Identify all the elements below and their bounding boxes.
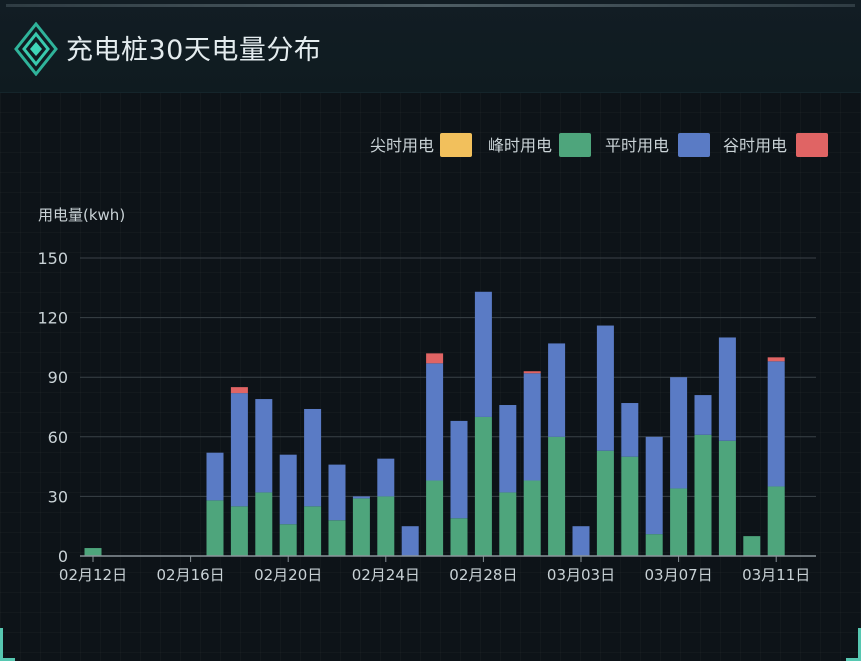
bar-segment	[767, 361, 785, 487]
bar-segment	[474, 291, 492, 417]
legend-label: 尖时用电	[370, 136, 434, 155]
bar-segment	[255, 492, 273, 556]
bar-segment	[328, 464, 346, 521]
panel-header: 充电桩30天电量分布	[0, 0, 861, 93]
bar-segment	[767, 486, 785, 556]
bar-segment	[255, 399, 273, 493]
x-tick-label: 02月28日	[449, 566, 517, 584]
corner-decoration-right	[846, 628, 861, 661]
x-tick-label: 03月11日	[742, 566, 810, 584]
bar-segment	[645, 534, 663, 556]
bar-segment	[279, 454, 297, 525]
bar-segment	[279, 524, 297, 556]
bar-segment	[718, 440, 736, 556]
bar-segment	[572, 526, 590, 556]
y-axis-ticks: 0 30 60 90 120 150	[37, 249, 68, 566]
bar-segment	[377, 496, 395, 556]
bar-segment	[523, 480, 541, 556]
y-tick-label: 30	[48, 487, 68, 506]
legend-swatch	[678, 133, 710, 157]
legend-label: 谷时用电	[723, 136, 787, 155]
bar-segment	[377, 458, 395, 497]
bar-segment	[523, 373, 541, 481]
x-axis: 02月12日 02月16日 02月20日 02月24日 02月28日 03月03日 03月0…	[59, 555, 816, 584]
bar-segment	[499, 492, 517, 556]
y-tick-label: 60	[48, 428, 68, 447]
bar-segment	[230, 387, 248, 394]
bar-segment	[670, 488, 688, 556]
bar-segment	[426, 480, 444, 556]
bar-segment	[206, 452, 224, 501]
bar-segment	[548, 436, 566, 556]
bar-segment	[596, 325, 614, 451]
header-top-line	[6, 4, 855, 7]
bar-segment	[621, 403, 639, 457]
bar-segment	[304, 408, 322, 507]
bar-segment	[426, 363, 444, 481]
bar-segment	[450, 518, 468, 556]
corner-decoration-left	[0, 628, 15, 661]
bar-segment	[548, 343, 566, 437]
legend-label: 峰时用电	[488, 136, 552, 155]
x-tick-label: 02月20日	[254, 566, 322, 584]
bar-segment	[523, 371, 541, 374]
page-title: 充电桩30天电量分布	[66, 35, 322, 66]
bar-segment	[304, 506, 322, 556]
bar-segment	[230, 506, 248, 556]
bar-segment	[621, 456, 639, 556]
bar-segment	[206, 500, 224, 556]
legend-swatch	[796, 133, 828, 157]
bar-segment	[328, 520, 346, 556]
bar-segment	[670, 377, 688, 489]
bar-segment	[352, 498, 370, 556]
bars	[84, 291, 785, 556]
bar-segment	[743, 536, 761, 556]
legend-swatch	[440, 133, 472, 157]
bar-segment	[718, 337, 736, 441]
bar-segment	[352, 496, 370, 499]
y-tick-label: 90	[48, 368, 68, 387]
x-tick-label: 03月07日	[645, 566, 713, 584]
legend-swatch	[559, 133, 591, 157]
bar-segment	[596, 450, 614, 556]
legend-label: 平时用电	[605, 136, 669, 155]
y-tick-label: 120	[37, 309, 68, 328]
y-tick-label: 150	[37, 249, 68, 268]
bar-segment	[694, 434, 712, 556]
bar-segment	[230, 393, 248, 507]
chart-legend: 尖时用电 峰时用电 平时用电 谷时用电	[370, 133, 828, 157]
diamond-icon	[14, 22, 58, 76]
x-tick-label: 02月24日	[352, 566, 420, 584]
x-tick-label: 02月16日	[157, 566, 225, 584]
bar-segment	[401, 526, 419, 556]
x-tick-label: 03月03日	[547, 566, 615, 584]
bar-segment	[645, 436, 663, 535]
bar-segment	[450, 420, 468, 519]
bar-segment	[694, 395, 712, 435]
bar-segment	[426, 353, 444, 364]
bar-segment	[767, 357, 785, 362]
y-axis-title: 用电量(kwh)	[38, 206, 125, 224]
x-tick-label: 02月12日	[59, 566, 127, 584]
bar-segment	[84, 548, 102, 556]
bar-segment	[474, 416, 492, 556]
bar-segment	[499, 405, 517, 493]
y-tick-label: 0	[58, 547, 68, 566]
